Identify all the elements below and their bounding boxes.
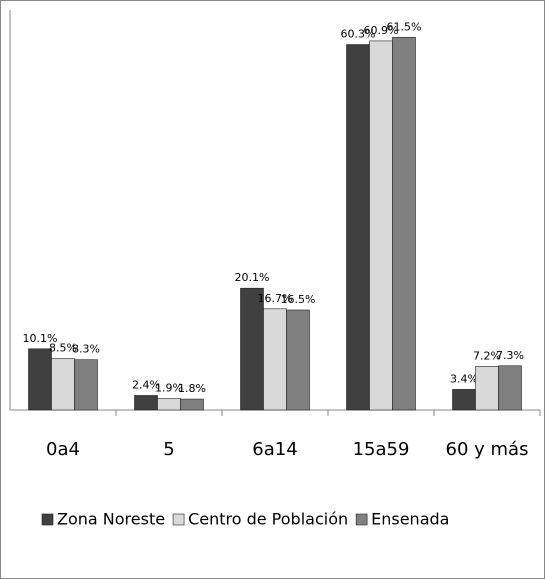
- bar: [28, 348, 52, 411]
- data-label: 16.7%: [258, 292, 293, 305]
- data-label: 3.4%: [450, 372, 478, 385]
- bar: [452, 389, 476, 411]
- data-label: 60.9%: [364, 24, 399, 37]
- data-label: 8.3%: [72, 343, 100, 356]
- x-tick-label: 60 y más: [446, 439, 529, 460]
- bar: [346, 44, 370, 411]
- data-label: 2.4%: [132, 378, 160, 391]
- x-tick-label: 5: [163, 439, 174, 460]
- data-label: 60.3%: [341, 28, 376, 41]
- bar: [369, 40, 393, 411]
- data-label: 16.5%: [281, 293, 316, 306]
- bar: [157, 398, 181, 411]
- bar: [392, 36, 416, 411]
- bar: [74, 359, 98, 411]
- data-label: 1.8%: [178, 382, 206, 395]
- legend-label: Ensenada: [371, 510, 449, 529]
- bar: [134, 395, 158, 411]
- data-label: 1.9%: [155, 381, 183, 394]
- x-tick-label: 0a4: [46, 439, 80, 460]
- data-label: 20.1%: [235, 271, 270, 284]
- legend-swatch: [41, 513, 54, 526]
- x-tick-label: 15a59: [353, 439, 410, 460]
- bar: [180, 398, 204, 411]
- bar: [51, 358, 75, 411]
- data-label: 7.2%: [473, 349, 501, 362]
- bar: [498, 365, 522, 411]
- data-label: 7.3%: [496, 349, 524, 362]
- legend-swatch: [355, 513, 368, 526]
- legend-swatch: [172, 513, 185, 526]
- bar: [263, 308, 287, 411]
- legend-label: Centro de Población: [188, 510, 348, 529]
- data-label: 61.5%: [387, 20, 422, 33]
- bar: [240, 287, 264, 411]
- bar: [286, 309, 310, 411]
- bar: [475, 366, 499, 411]
- data-label: 10.1%: [23, 332, 58, 345]
- data-label: 8.5%: [49, 341, 77, 354]
- legend-label: Zona Noreste: [57, 510, 165, 529]
- x-tick-label: 6a14: [252, 439, 297, 460]
